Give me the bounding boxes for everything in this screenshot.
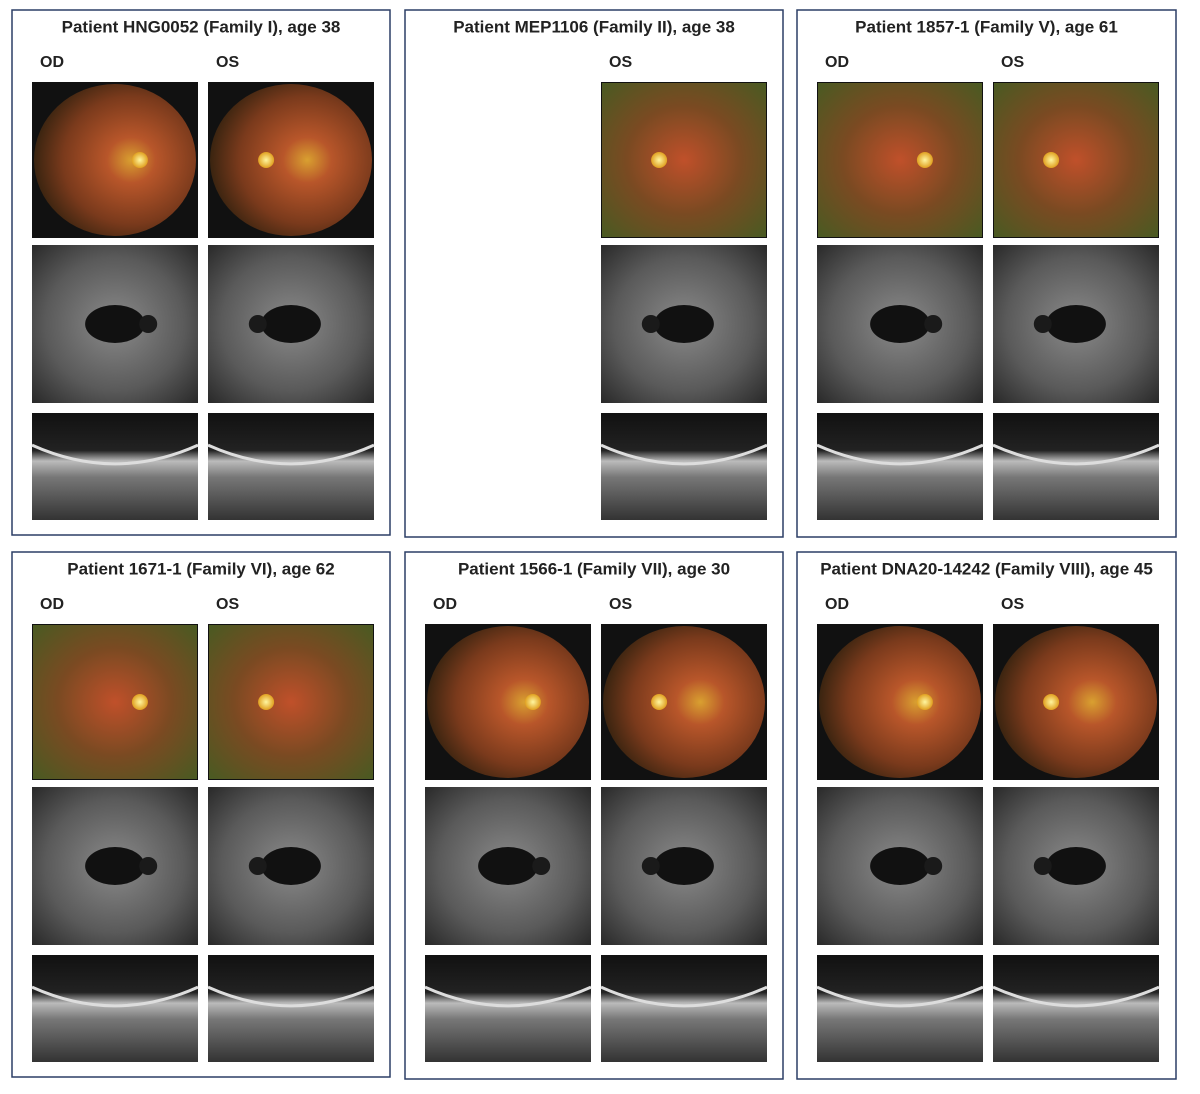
optic-disc [131, 694, 148, 710]
patient-panel: Patient 1671-1 (Family VI), age 62 OD OS [11, 551, 391, 1078]
panel-border [796, 9, 1177, 538]
panel-title: Patient 1566-1 (Family VII), age 30 [458, 559, 730, 578]
optic-disc [258, 694, 275, 710]
fundus-image [34, 84, 196, 236]
optic-disc [258, 152, 275, 168]
lesion [85, 847, 145, 885]
retina-band [31, 443, 199, 466]
patient-panel: Patient HNG0052 (Family I), age 38 OD OS [11, 9, 391, 536]
fundus-image [602, 83, 766, 237]
lesion [1046, 305, 1106, 343]
fundus-image [210, 84, 372, 236]
retina-band [600, 985, 768, 1008]
patient-panel: Patient DNA20-14242 (Family VIII), age 4… [796, 551, 1177, 1080]
panel-border [11, 9, 391, 536]
lesion [654, 847, 714, 885]
oct-image [425, 955, 591, 1062]
disc-shadow [139, 315, 158, 333]
fundus-image [994, 83, 1158, 237]
retina-band [207, 443, 375, 466]
eye-label: OD [40, 54, 64, 71]
patient-panel: Patient 1857-1 (Family V), age 61 OD OS [796, 9, 1177, 538]
eye-label: OS [609, 54, 632, 71]
optic-disc [1043, 694, 1060, 710]
oct-image [817, 413, 983, 520]
patient-panel: Patient 1566-1 (Family VII), age 30 OD OS [404, 551, 784, 1080]
panel-title: Patient 1857-1 (Family V), age 61 [855, 17, 1118, 36]
patient-panel: Patient MEP1106 (Family II), age 38 OS [404, 9, 784, 538]
panel-title: Patient 1671-1 (Family VI), age 62 [67, 559, 334, 578]
eye-label: OD [433, 596, 457, 613]
fundus-image [33, 625, 197, 779]
retina-band [992, 985, 1160, 1008]
retina-band [207, 985, 375, 1008]
retina-band [816, 443, 984, 466]
oct-image [993, 955, 1159, 1062]
retina-band [424, 985, 592, 1008]
disc-shadow [139, 857, 158, 875]
lesion [870, 305, 930, 343]
retina-band [600, 443, 768, 466]
panel-title: Patient DNA20-14242 (Family VIII), age 4… [820, 559, 1153, 578]
oct-image [208, 413, 374, 520]
lesion [261, 847, 321, 885]
lesion [261, 305, 321, 343]
eye-label: OD [40, 596, 64, 613]
lesion [85, 305, 145, 343]
fundus-image [427, 626, 589, 778]
optic-disc [916, 694, 933, 710]
oct-image [32, 955, 198, 1062]
oct-image [601, 955, 767, 1062]
optic-disc [916, 152, 933, 168]
lesion [1046, 847, 1106, 885]
disc-shadow [924, 315, 943, 333]
disc-shadow [924, 857, 943, 875]
fundus-image [995, 626, 1157, 778]
oct-image [817, 955, 983, 1062]
retina-band [816, 985, 984, 1008]
lesion [478, 847, 538, 885]
eye-label: OS [216, 596, 239, 613]
disc-shadow [248, 857, 267, 875]
disc-shadow [1033, 315, 1052, 333]
disc-shadow [641, 857, 660, 875]
eye-label: OS [216, 54, 239, 71]
panel-title: Patient MEP1106 (Family II), age 38 [453, 17, 735, 36]
disc-shadow [532, 857, 551, 875]
lesion [870, 847, 930, 885]
eye-label: OS [609, 596, 632, 613]
oct-image [208, 955, 374, 1062]
eye-label: OD [825, 596, 849, 613]
retina-band [31, 985, 199, 1008]
oct-image [32, 413, 198, 520]
optic-disc [1043, 152, 1060, 168]
eye-label: OS [1001, 54, 1024, 71]
panel-border [404, 551, 784, 1080]
fundus-image [209, 625, 373, 779]
panel-border [404, 9, 784, 538]
retina-band [992, 443, 1160, 466]
optic-disc [524, 694, 541, 710]
panel-border [796, 551, 1177, 1080]
panel-border [11, 551, 391, 1078]
oct-image [601, 413, 767, 520]
fundus-image [603, 626, 765, 778]
optic-disc [651, 694, 668, 710]
disc-shadow [641, 315, 660, 333]
optic-disc [131, 152, 148, 168]
fundus-image [818, 83, 982, 237]
oct-image [993, 413, 1159, 520]
fundus-image [819, 626, 981, 778]
disc-shadow [248, 315, 267, 333]
lesion [654, 305, 714, 343]
eye-label: OS [1001, 596, 1024, 613]
eye-label: OD [825, 54, 849, 71]
optic-disc [651, 152, 668, 168]
panel-title: Patient HNG0052 (Family I), age 38 [62, 17, 341, 36]
disc-shadow [1033, 857, 1052, 875]
